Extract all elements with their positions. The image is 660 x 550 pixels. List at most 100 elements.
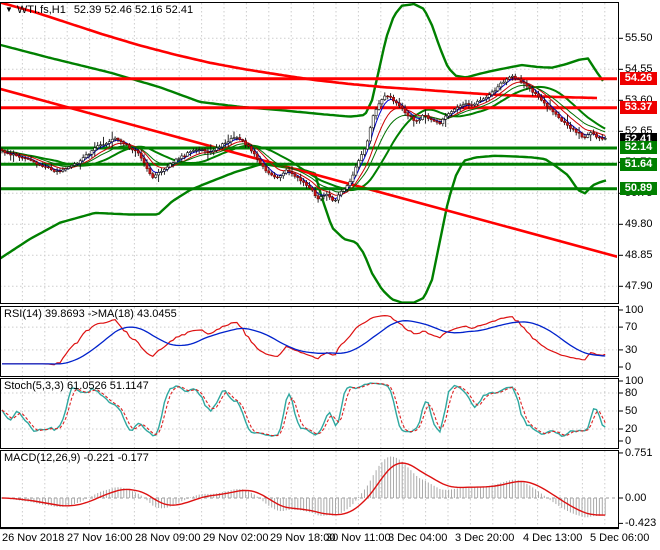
bull-candle	[55, 170, 59, 172]
time-axis-label: 5 Dec 06:00	[590, 532, 650, 544]
stoch-axis-tick: 50	[625, 405, 638, 417]
stoch-axis-tick: 80	[625, 387, 638, 399]
bear-candle	[423, 115, 427, 117]
time-axis-label: 30 Nov 11:00	[326, 532, 391, 544]
bear-candle	[392, 96, 395, 102]
bull-candle	[510, 75, 514, 78]
stoch-panel[interactable]	[0, 379, 618, 448]
bear-candle	[531, 87, 535, 93]
bear-candle	[293, 173, 297, 177]
bull-candle	[12, 153, 16, 156]
bull-candle	[322, 195, 326, 197]
bear-candle	[310, 187, 314, 191]
bear-candle	[400, 105, 404, 109]
bull-candle	[84, 154, 88, 158]
bear-candle	[17, 155, 21, 158]
bear-candle	[261, 162, 265, 167]
bear-candle	[574, 129, 578, 133]
bull-candle	[78, 160, 82, 164]
price-tag-support: 51.64	[620, 157, 657, 171]
time-axis-label: 3 Dec 20:00	[455, 532, 515, 544]
rsi-axis-tick: 30	[625, 343, 638, 356]
rsi-axis-tick: 70	[625, 321, 638, 334]
bear-candle	[600, 137, 604, 140]
bear-candle	[122, 141, 126, 145]
bull-candle	[168, 163, 172, 168]
bull-candle	[455, 107, 459, 110]
bear-candle	[250, 145, 253, 152]
bear-candle	[432, 119, 436, 122]
rsi-panel[interactable]	[0, 307, 618, 376]
bear-candle	[1, 148, 4, 151]
bull-candle	[444, 115, 448, 120]
bull-candle	[348, 181, 352, 186]
bear-candle	[316, 195, 320, 200]
panel-border	[0, 306, 619, 377]
bear-candle	[406, 112, 410, 117]
bear-candle	[203, 149, 207, 152]
bear-candle	[534, 91, 538, 95]
time-axis-label: 3 Dec 04:00	[388, 532, 448, 544]
bear-candle	[119, 139, 123, 142]
bear-candle	[6, 152, 10, 155]
bear-candle	[32, 160, 36, 163]
bull-candle	[484, 97, 488, 100]
rsi-axis-tick: 100	[625, 304, 644, 316]
bear-candle	[528, 85, 532, 89]
bear-candle	[305, 182, 308, 186]
macd-panel[interactable]	[0, 451, 618, 527]
bear-candle	[519, 78, 523, 83]
bear-candle	[548, 106, 552, 110]
bear-candle	[328, 194, 332, 198]
bull-candle	[221, 143, 224, 148]
bull-candle	[171, 162, 175, 165]
bull-candle	[180, 155, 184, 159]
bull-candle	[76, 163, 79, 165]
bear-candle	[563, 120, 567, 123]
bear-candle	[15, 153, 18, 157]
bull-candle	[374, 109, 378, 117]
bear-candle	[545, 102, 549, 108]
symbol-dropdown-icon[interactable]: ▼	[5, 5, 13, 14]
bull-candle	[496, 86, 500, 92]
bollinger-upper-band	[1, 3, 604, 118]
bull-candle	[473, 103, 477, 106]
macd-axis-tick: 0.00	[625, 492, 647, 504]
bull-candle	[493, 90, 497, 93]
bear-candle	[20, 156, 24, 159]
bull-candle	[226, 141, 230, 144]
bull-candle	[365, 140, 369, 150]
bear-candle	[429, 118, 433, 120]
bear-candle	[467, 103, 471, 105]
bear-candle	[568, 124, 572, 129]
bull-candle	[186, 152, 190, 157]
bear-candle	[525, 82, 529, 87]
bear-candle	[307, 185, 311, 189]
bull-candle	[418, 119, 422, 121]
descending-trendline	[1, 87, 617, 259]
bull-candle	[87, 153, 91, 156]
bear-candle	[148, 168, 152, 174]
time-axis-label: 29 Nov 02:00	[203, 532, 269, 544]
bull-candle	[447, 113, 451, 117]
price-tag-support: 52.14	[620, 141, 657, 155]
bull-candle	[160, 171, 163, 173]
bear-candle	[597, 136, 601, 139]
bull-candle	[197, 149, 201, 151]
bull-candle	[345, 185, 349, 190]
bull-candle	[505, 78, 509, 83]
bull-candle	[363, 148, 366, 155]
bear-candle	[244, 140, 248, 146]
bear-candle	[438, 121, 442, 125]
bear-candle	[151, 173, 155, 178]
bull-candle	[113, 137, 117, 140]
bear-candle	[287, 169, 291, 172]
bull-candle	[218, 146, 221, 149]
bear-candle	[560, 117, 564, 122]
main-chart-panel[interactable]	[0, 2, 618, 303]
bull-candle	[336, 194, 340, 201]
bear-candle	[409, 115, 413, 118]
bear-candle	[52, 169, 56, 172]
